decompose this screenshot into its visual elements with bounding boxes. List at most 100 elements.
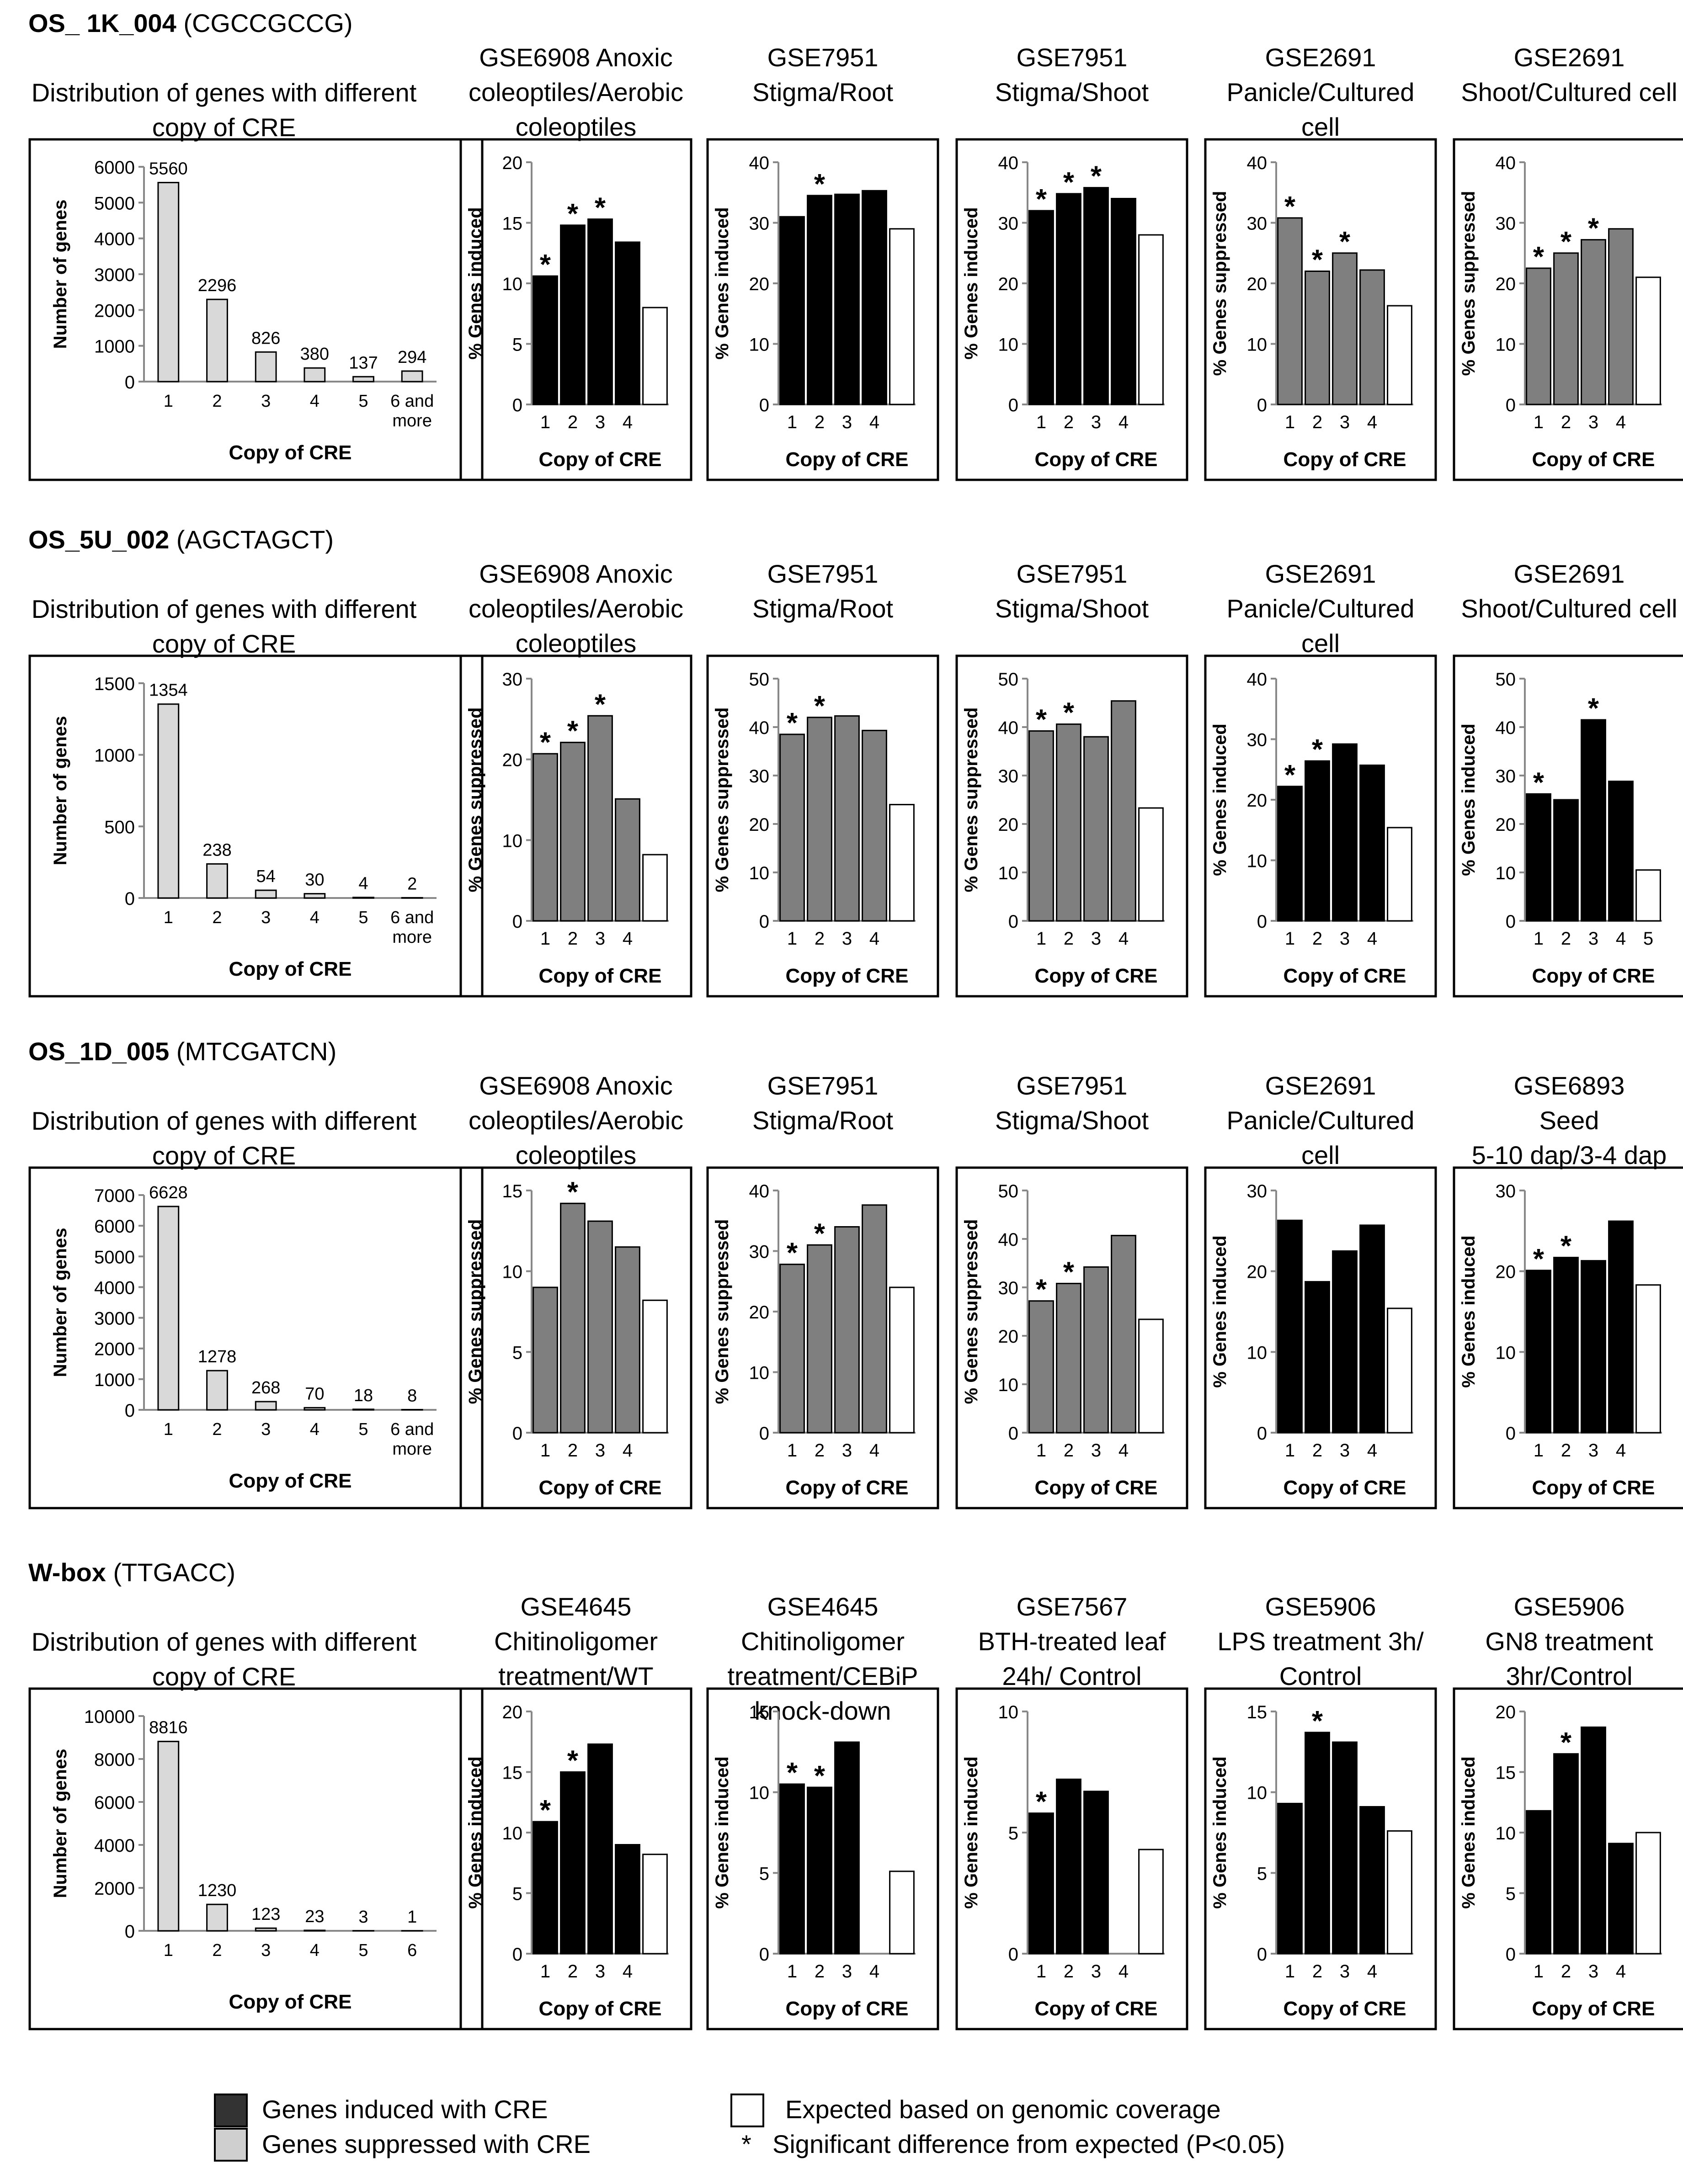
chart-title: cell [1301,629,1340,658]
bar [1028,1300,1054,1434]
x-axis-label: Copy of CRE [539,1998,662,2020]
y-tick-label: 3000 [94,265,135,285]
motif-name: OS_ 1K_004 [28,9,183,37]
legend-swatch-suppressed [214,2128,248,2162]
y-axis-label: % Genes induced [1210,1235,1230,1387]
x-tick-label: 3 [842,1440,852,1461]
chart-title: coleoptiles/Aerobic [469,594,683,623]
distribution-title: Distribution of genes with different [32,1627,417,1656]
x-tick-label: 2 [1561,1961,1571,1982]
y-tick-label: 20 [998,1327,1019,1347]
expression-chart: GSE7951 Stigma/Root 0 10 20 30 40 50 % Genes sup… [706,559,939,998]
y-tick-label: 20 [1247,791,1268,811]
x-tick-label: 4 [869,412,879,432]
chart-title: coleoptiles/Aerobic [469,1106,683,1135]
bar [533,275,558,405]
y-tick-label: 15 [502,1763,523,1783]
y-axis-label: % Genes induced [1459,1235,1479,1387]
y-tick-label: 30 [1496,1181,1516,1201]
y-tick-label: 10 [502,1262,523,1282]
significance-star: * [814,1760,826,1792]
x-tick-label: 3 [842,412,852,432]
x-axis-label: Copy of CRE [786,1477,909,1499]
bar [1277,217,1303,405]
x-tick-label: 4 [623,1440,633,1461]
bar [1581,1260,1606,1434]
x-axis-label: Copy of CRE [539,1477,662,1499]
bar [1553,1257,1579,1434]
significance-star: * [814,1218,826,1249]
x-tick-label: 3 [1091,412,1101,432]
bar [1056,193,1081,405]
y-tick-label: 20 [1247,274,1268,294]
motif-row: OS_ 1K_004 (CGCCGCCG) Distribution of gen… [28,9,1683,481]
x-tick-label: 2 [1064,929,1074,949]
y-tick-label: 20 [998,815,1019,835]
x-tick-label: 4 [1367,412,1377,432]
y-tick-label: 20 [1247,1262,1268,1282]
bar [533,753,558,922]
x-tick-label: 3 [1340,1440,1350,1461]
significance-star: * [1284,760,1296,791]
chart-title: GSE7951 [767,1071,879,1100]
bar [1526,793,1551,922]
chart-title: GSE2691 [1514,559,1625,588]
x-axis-label: Copy of CRE [1035,448,1158,471]
data-label: 3 [358,1908,368,1927]
x-tick-label: 1 [1036,1961,1046,1982]
y-axis-label: % Genes suppressed [465,1219,485,1404]
chart-title: Panicle/Cultured [1227,78,1415,106]
bar [1028,730,1054,922]
y-tick-label: 50 [998,1181,1019,1201]
x-tick-label: 4 [1367,1440,1377,1461]
x-tick-label: 4 [869,1961,879,1982]
chart-frame [1453,1687,1683,2030]
chart-frame [459,138,692,481]
motif-header: OS_1D_005 (MTCGATCN) [28,1037,336,1066]
y-tick-label: 10 [998,1375,1019,1395]
bar [807,195,832,405]
x-tick-label: 1 [787,1440,797,1461]
y-tick-label: 20 [502,1702,523,1722]
y-tick-label: 15 [1496,1763,1516,1783]
y-tick-label: 5000 [94,1247,135,1267]
y-tick-label: 40 [998,153,1019,173]
data-label: 30 [305,871,324,890]
bar [206,863,228,899]
chart-title: BTH-treated leaf [978,1627,1166,1656]
chart-title: cell [1301,112,1340,141]
bar [615,1246,640,1434]
y-tick-label: 10000 [84,1707,135,1727]
x-tick-label: 1 [540,1961,550,1982]
data-label: 5560 [149,159,188,178]
y-tick-label: 30 [1247,730,1268,750]
significance-star: * [1036,1786,1047,1818]
x-tick-label: 1 [1285,412,1295,432]
bar [1359,1224,1385,1434]
data-label: 380 [300,345,329,364]
bar [615,798,640,922]
bar [1332,1741,1358,1955]
bar [533,1286,558,1434]
bar [1056,723,1081,922]
significance-star: * [1091,161,1102,192]
chart-frame [459,654,692,998]
y-tick-label: 0 [1506,1424,1516,1444]
y-tick-label: 0 [1008,912,1018,932]
bar [615,241,640,405]
y-tick-label: 1000 [94,1370,135,1390]
x-tick-label: 2 [1064,1440,1074,1461]
chart-title: coleoptiles [516,629,637,658]
bar [1581,719,1606,922]
bar [401,1408,423,1411]
expression-chart: GSE5906 GN8 treatment 3hr/Control 0 5 10 15 20%… [1453,1592,1683,2030]
chart-title: GSE7951 [1017,1071,1128,1100]
x-axis-label: Copy of CRE [1532,448,1655,471]
y-tick-label: 6000 [94,1793,135,1813]
y-axis-label: % Genes suppressed [1210,191,1230,376]
x-tick-label: 5 [358,392,368,411]
x-tick-label: 3 [842,1961,852,1982]
x-tick-label: 6 and [390,392,434,411]
chart-title: GSE6908 Anoxic [479,1071,672,1100]
bar [304,367,326,383]
